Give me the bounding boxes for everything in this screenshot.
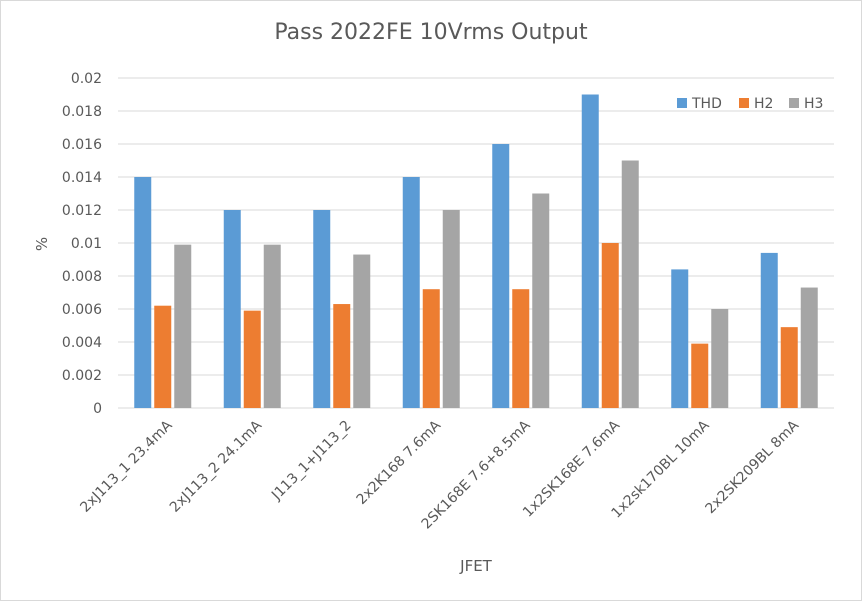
x-tick-label: 1x2sk170BL 10mA	[609, 417, 713, 521]
legend-label-thd: THD	[691, 96, 722, 112]
bar-h3	[711, 309, 729, 408]
bar-thd	[223, 210, 241, 408]
bar-thd	[671, 269, 689, 408]
bar-h2	[422, 289, 440, 408]
bar-h3	[353, 254, 371, 408]
bar-h2	[691, 343, 709, 408]
legend-label-h2: H2	[754, 96, 773, 112]
y-axis-title: %	[33, 237, 51, 251]
bar-thd	[134, 177, 152, 408]
x-tick-label: J113_1+J113_2	[268, 418, 354, 504]
bar-h3	[621, 160, 639, 408]
legend-label-h3: H3	[804, 96, 823, 112]
x-tick-label: 2x2SK209BL 8mA	[702, 417, 802, 517]
bar-h3	[442, 210, 460, 408]
y-tick-label: 0.02	[71, 71, 102, 87]
x-tick-label: 2xJ113_1 23.4mA	[77, 417, 175, 515]
bar-h3	[263, 244, 281, 408]
bar-thd	[492, 144, 510, 408]
bar-thd	[313, 210, 331, 408]
bar-h3	[174, 244, 192, 408]
x-axis-title: JFET	[459, 557, 493, 575]
bar-thd	[760, 252, 778, 408]
bar-thd	[581, 94, 599, 408]
bar-h2	[333, 304, 351, 408]
x-tick-label: 1x2SK168E 7.6mA	[520, 417, 623, 520]
legend-swatch-thd	[677, 98, 687, 108]
y-tick-label: 0.018	[62, 104, 102, 120]
y-tick-label: 0.006	[62, 302, 102, 318]
x-tick-label: 2xJ113_2 24.1mA	[167, 417, 265, 515]
bar-h2	[512, 289, 530, 408]
bar-h2	[243, 310, 261, 408]
legend-swatch-h2	[739, 98, 749, 108]
bar-h3	[800, 287, 818, 408]
y-tick-label: 0.004	[62, 335, 102, 351]
y-tick-label: 0.01	[71, 236, 102, 252]
y-tick-label: 0.002	[62, 368, 102, 384]
bar-h2	[780, 327, 798, 408]
chart-title: Pass 2022FE 10Vrms Output	[274, 20, 588, 45]
bar-h3	[532, 193, 550, 408]
x-tick-label: 2x2K168 7.6mA	[354, 417, 445, 508]
y-tick-label: 0.014	[62, 170, 102, 186]
y-tick-label: 0.016	[62, 137, 102, 153]
bar-thd	[402, 177, 420, 408]
y-tick-label: 0.012	[62, 203, 102, 219]
bar-h2	[601, 243, 619, 408]
legend-swatch-h3	[789, 98, 799, 108]
y-tick-label: 0.008	[62, 269, 102, 285]
bar-h2	[154, 305, 172, 408]
y-tick-label: 0	[93, 401, 102, 417]
